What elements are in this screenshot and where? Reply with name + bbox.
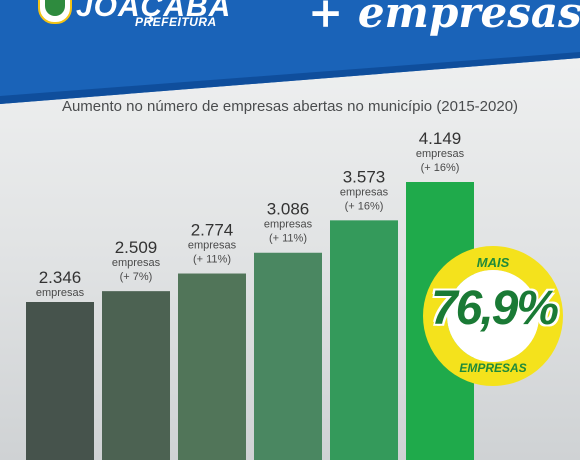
bar-growth-label: (+ 11%) — [193, 254, 231, 266]
bar-value-label: 2.509 — [115, 238, 158, 257]
bar-unit-label: empresas — [340, 186, 389, 198]
growth-badge: MAIS 76,9% EMPRESAS — [420, 243, 566, 389]
bar-value-label: 2.346 — [39, 268, 82, 287]
badge-bottom-label: EMPRESAS — [459, 361, 527, 375]
bar-growth-label: (+ 16%) — [345, 200, 384, 212]
bar-unit-label: empresas — [188, 240, 237, 252]
bar-3 — [178, 273, 246, 460]
bar-2 — [102, 291, 170, 460]
header-background — [0, 0, 580, 104]
bar-growth-label: (+ 7%) — [120, 271, 153, 283]
bar-growth-label: (+ 16%) — [421, 162, 460, 174]
bar-value-label: 2.774 — [191, 221, 234, 240]
bar-1 — [26, 302, 94, 460]
prefeitura-label: PREFEITURA — [135, 15, 217, 29]
bar-4 — [254, 252, 322, 460]
city-name: JOAÇABA — [76, 0, 232, 23]
chart-title: Aumento no número de empresas abertas no… — [61, 98, 519, 115]
bar-value-label: 4.149 — [419, 129, 462, 148]
badge-percent: 76,9% — [430, 282, 559, 335]
headline: + empresas — [308, 0, 580, 37]
badge-top-label: MAIS — [476, 255, 510, 270]
header-banner: JOAÇABA PREFEITURA + empresas — [0, 0, 580, 104]
bar-value-label: 3.086 — [267, 200, 310, 219]
bar-value-label: 3.573 — [343, 167, 386, 186]
bar-unit-label: empresas — [36, 287, 85, 299]
bar-unit-label: empresas — [112, 257, 161, 269]
badge-ring — [423, 246, 563, 386]
bar-growth-label: (+ 11%) — [269, 233, 307, 245]
city-crest-icon — [38, 0, 72, 24]
bar-unit-label: empresas — [416, 148, 465, 160]
bar-5 — [330, 220, 398, 460]
bar-unit-label: empresas — [264, 219, 313, 231]
